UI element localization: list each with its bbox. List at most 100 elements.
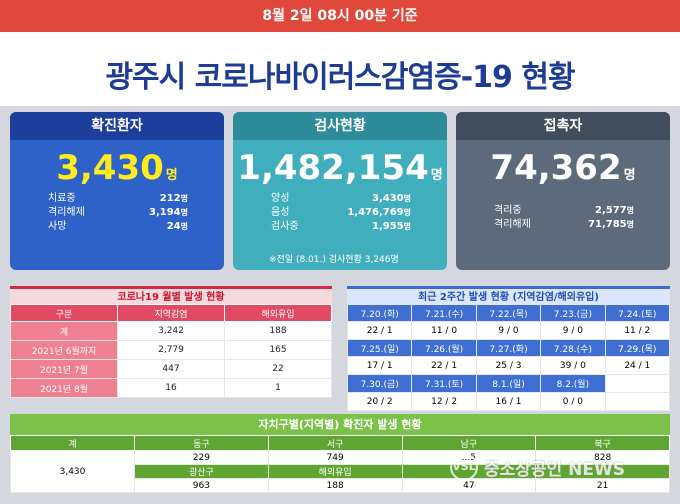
value-cell: 22 / 1 bbox=[411, 356, 477, 375]
value-cell: 11 / 2 bbox=[604, 321, 671, 340]
date-note-bar: 8월 2일 08시 00분 기준 bbox=[0, 0, 680, 32]
monthly-row-label: 계 bbox=[10, 321, 118, 341]
district-subheader: 광산구 bbox=[134, 464, 269, 479]
district-table: 자치구별(지역별) 확진자 발생 현황 계 동구 서구 남구 북구 3,430 … bbox=[10, 414, 670, 493]
confirmed-row: 사망 24명 bbox=[48, 221, 188, 232]
table-row: 963 188 47 21 bbox=[11, 478, 670, 493]
watermark: VSL 중소상공인 NEWS bbox=[450, 450, 670, 484]
date-cell: 7.26.(월) bbox=[411, 339, 477, 357]
tests-row: 검사중 1,955명 bbox=[271, 221, 411, 232]
confirmed-card-title: 확진환자 bbox=[10, 112, 224, 140]
tests-breakdown: 양성 3,430명 음성 1,476,769명 검사중 1,955명 bbox=[271, 192, 411, 234]
monthly-cell: 16 bbox=[117, 378, 225, 398]
monthly-cell: 1 bbox=[224, 378, 332, 398]
date-cell: 7.22.(목) bbox=[475, 304, 542, 322]
monthly-row-label: 2021년 6월까지 bbox=[10, 340, 118, 360]
monthly-cell: 22 bbox=[224, 359, 332, 379]
date-cell: 8.1.(일) bbox=[475, 374, 542, 393]
date-cell: 7.29.(목) bbox=[604, 339, 671, 357]
monthly-header: 구분 bbox=[10, 304, 118, 322]
value-cell: 9 / 0 bbox=[475, 321, 542, 340]
monthly-table-title: 코로나19 월별 발생 현황 bbox=[10, 286, 332, 304]
monthly-cell: 2,779 bbox=[117, 340, 225, 360]
value-cell: 9 / 0 bbox=[540, 321, 606, 340]
contacts-row: 격리중 2,577명 bbox=[494, 205, 634, 216]
date-cell: 7.23.(금) bbox=[540, 304, 606, 322]
date-cell: 7.28.(수) bbox=[540, 339, 606, 357]
district-cell: 963 bbox=[134, 478, 269, 493]
district-subheader bbox=[535, 464, 670, 479]
confirmed-breakdown: 치료중 212명 격리해제 3,194명 사망 24명 bbox=[48, 192, 188, 234]
value-row: 20 / 2 12 / 2 16 / 1 0 / 0 bbox=[346, 392, 671, 411]
district-subheader: 해외유입 bbox=[267, 464, 403, 479]
table-row: 광산구 해외유입 bbox=[11, 464, 670, 479]
title-area: 광주시 코로나바이러스감염증-19 현황 bbox=[0, 32, 680, 106]
contacts-card-title: 접촉자 bbox=[456, 112, 670, 140]
contacts-row: 격리해제 71,785명 bbox=[494, 219, 634, 230]
value-cell: 11 / 0 bbox=[411, 321, 477, 340]
value-cell: 20 / 2 bbox=[346, 392, 413, 411]
table-row: 2021년 7월 447 22 bbox=[10, 359, 332, 379]
tests-card-title: 검사현황 bbox=[233, 112, 447, 140]
value-row: 22 / 1 11 / 0 9 / 0 9 / 0 11 / 2 bbox=[346, 321, 671, 340]
date-cell: 7.31.(토) bbox=[411, 374, 477, 393]
monthly-table: 코로나19 월별 발생 현황 구분 지역감염 해외유입 계 3,242 188 … bbox=[10, 286, 332, 398]
district-header: 동구 bbox=[134, 435, 269, 451]
tests-card: 검사현황 1,482,154 명 양성 3,430명 음성 1,476,769명 검사… bbox=[233, 112, 447, 270]
value-cell: 0 / 0 bbox=[540, 392, 606, 411]
date-cell: 7.30.(금) bbox=[346, 374, 413, 393]
contacts-breakdown: 격리중 2,577명 격리해제 71,785명 bbox=[494, 204, 634, 232]
district-cell: 229 bbox=[134, 450, 269, 465]
district-header: 서구 bbox=[267, 435, 403, 451]
district-cell: 21 bbox=[535, 478, 670, 493]
confirmed-row: 격리해제 3,194명 bbox=[48, 207, 188, 218]
monthly-header: 해외유입 bbox=[224, 304, 332, 322]
tests-note: ※전일 (8.01.) 검사현황 3,246명 bbox=[269, 255, 399, 265]
value-row: 17 / 1 22 / 1 25 / 3 39 / 0 24 / 1 bbox=[346, 356, 671, 375]
district-total: 3,430 bbox=[10, 450, 135, 493]
value-cell: 39 / 0 bbox=[540, 356, 606, 375]
tests-row: 음성 1,476,769명 bbox=[271, 207, 411, 218]
recent-two-weeks-table: 최근 2주간 발생 현황 (지역감염/해외유입) 7.20.(화) 7.21.(… bbox=[346, 286, 671, 411]
district-cell: 188 bbox=[267, 478, 403, 493]
date-row: 7.25.(일) 7.26.(월) 7.27.(화) 7.28.(수) 7.29… bbox=[346, 339, 671, 357]
value-cell: 24 / 1 bbox=[604, 356, 671, 375]
table-row: 2021년 8월 16 1 bbox=[10, 378, 332, 398]
date-cell: 7.24.(토) bbox=[604, 304, 671, 322]
district-header: 북구 bbox=[535, 435, 670, 451]
date-cell: 7.20.(화) bbox=[346, 304, 413, 322]
tests-row: 양성 3,430명 bbox=[271, 193, 411, 204]
page-title: 광주시 코로나바이러스감염증-19 현황 bbox=[105, 60, 575, 95]
value-cell: 25 / 3 bbox=[475, 356, 542, 375]
value-cell: 16 / 1 bbox=[475, 392, 542, 411]
monthly-row-label: 2021년 7월 bbox=[10, 359, 118, 379]
date-cell: 7.25.(일) bbox=[346, 339, 413, 357]
confirmed-total: 3,430 명 bbox=[56, 148, 178, 188]
monthly-cell: 165 bbox=[224, 340, 332, 360]
date-cell: 7.27.(화) bbox=[475, 339, 542, 357]
district-table-title: 자치구별(지역별) 확진자 발생 현황 bbox=[10, 414, 670, 435]
value-cell: 17 / 1 bbox=[346, 356, 413, 375]
monthly-row-label: 2021년 8월 bbox=[10, 378, 118, 398]
contacts-card: 접촉자 74,362 명 격리중 2,577명 격리해제 71,785명 bbox=[456, 112, 670, 270]
value-cell: 22 / 1 bbox=[346, 321, 413, 340]
monthly-header: 지역감염 bbox=[117, 304, 225, 322]
date-row: 7.20.(화) 7.21.(수) 7.22.(목) 7.23.(금) 7.24… bbox=[346, 304, 671, 322]
date-cell: 7.21.(수) bbox=[411, 304, 477, 322]
district-header-total: 계 bbox=[10, 435, 135, 451]
contacts-total: 74,362 명 bbox=[490, 148, 636, 188]
confirmed-row: 치료중 212명 bbox=[48, 193, 188, 204]
value-cell: 12 / 2 bbox=[411, 392, 477, 411]
value-cell bbox=[604, 392, 671, 411]
district-cell: 749 bbox=[267, 450, 403, 465]
watermark-logo-icon: VSL bbox=[450, 453, 478, 481]
tests-total: 1,482,154 명 bbox=[237, 148, 443, 188]
date-row: 7.30.(금) 7.31.(토) 8.1.(일) 8.2.(월) bbox=[346, 374, 671, 393]
watermark-text: 중소상공인 NEWS bbox=[484, 459, 625, 480]
table-row: 2021년 6월까지 2,779 165 bbox=[10, 340, 332, 360]
confirmed-card: 확진환자 3,430 명 치료중 212명 격리해제 3,194명 사망 24명 bbox=[10, 112, 224, 270]
table-row: 계 3,242 188 bbox=[10, 321, 332, 341]
recent-table-title: 최근 2주간 발생 현황 (지역감염/해외유입) bbox=[347, 286, 670, 304]
district-header: 남구 bbox=[401, 435, 537, 451]
monthly-cell: 188 bbox=[224, 321, 332, 341]
